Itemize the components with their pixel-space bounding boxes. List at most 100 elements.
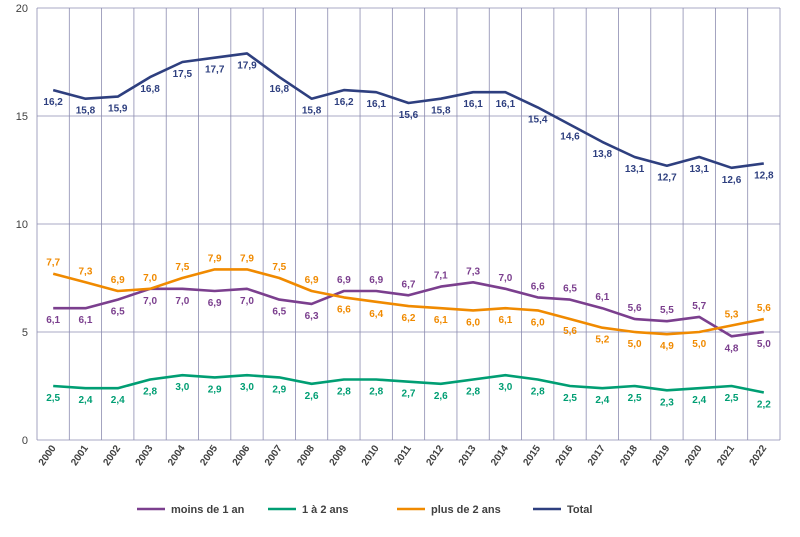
x-tick-label: 2010 xyxy=(360,443,382,468)
data-label: 2,7 xyxy=(402,389,416,400)
data-label: 14,6 xyxy=(560,132,580,143)
data-label: 16,2 xyxy=(43,97,63,108)
y-tick-label: 20 xyxy=(16,3,28,15)
x-tick-label: 2022 xyxy=(748,443,770,468)
data-label: 2,4 xyxy=(79,395,93,406)
data-label: 6,9 xyxy=(369,275,383,286)
data-label: 2,9 xyxy=(208,384,222,395)
data-label: 2,8 xyxy=(466,387,480,398)
data-label: 6,3 xyxy=(305,311,319,322)
data-label: 7,9 xyxy=(240,253,254,264)
data-label: 5,3 xyxy=(725,310,739,321)
data-label: 6,0 xyxy=(531,317,545,328)
x-tick-label: 2009 xyxy=(328,443,350,468)
data-label: 3,0 xyxy=(498,382,512,393)
data-label: 7,1 xyxy=(434,271,448,282)
data-label: 6,5 xyxy=(272,307,286,318)
data-label: 13,8 xyxy=(593,149,613,160)
data-label: 6,1 xyxy=(595,292,609,303)
y-tick-label: 15 xyxy=(16,111,28,123)
data-label: 5,0 xyxy=(628,339,642,350)
data-label: 5,5 xyxy=(660,305,674,316)
series-line xyxy=(53,373,765,394)
x-tick-label: 2021 xyxy=(715,443,737,468)
data-label: 2,8 xyxy=(369,387,383,398)
data-label: 2,2 xyxy=(757,399,771,410)
legend-label: Total xyxy=(567,504,592,516)
x-tick-label: 2002 xyxy=(101,443,123,468)
data-label: 6,7 xyxy=(402,279,416,290)
data-label: 7,5 xyxy=(272,262,286,273)
data-label: 2,8 xyxy=(337,387,351,398)
x-tick-label: 2005 xyxy=(198,443,220,468)
x-tick-label: 2006 xyxy=(231,443,253,468)
data-label: 12,6 xyxy=(722,175,742,186)
data-label: 7,0 xyxy=(143,296,157,307)
data-labels: 16,2 2,5 7,7 6,1 15,8 2,4 7,3 6,1 15,9 2,4 6,9 6,5 1… xyxy=(43,60,774,410)
data-label: 2,4 xyxy=(692,395,706,406)
data-label: 7,3 xyxy=(466,266,480,277)
data-label: 2,5 xyxy=(46,393,60,404)
x-tick-label: 2013 xyxy=(457,443,479,468)
data-label: 15,6 xyxy=(399,110,419,121)
data-label: 7,5 xyxy=(175,262,189,273)
x-tick-label: 2014 xyxy=(489,443,511,468)
data-label: 2,4 xyxy=(111,395,125,406)
x-tick-label: 2011 xyxy=(392,443,414,467)
x-tick-label: 2015 xyxy=(521,443,543,468)
y-tick-label: 5 xyxy=(22,327,28,339)
series-lines xyxy=(52,52,765,394)
x-tick-label: 2008 xyxy=(295,443,317,468)
data-label: 16,1 xyxy=(366,99,386,110)
series-line xyxy=(52,52,764,170)
data-label: 2,5 xyxy=(725,393,739,404)
data-label: 16,2 xyxy=(334,97,354,108)
data-label: 16,1 xyxy=(496,99,516,110)
data-label: 2,3 xyxy=(660,397,674,408)
data-label: 6,5 xyxy=(111,307,125,318)
data-label: 7,0 xyxy=(498,273,512,284)
series-line xyxy=(52,268,765,336)
data-label: 15,9 xyxy=(108,104,128,115)
legend-label: moins de 1 an xyxy=(171,504,245,516)
data-label: 4,8 xyxy=(725,343,739,354)
data-label: 16,8 xyxy=(270,84,290,95)
data-label: 12,7 xyxy=(657,173,677,184)
data-label: 15,4 xyxy=(528,114,548,125)
data-label: 5,7 xyxy=(692,301,706,312)
data-label: 2,6 xyxy=(305,391,319,402)
data-label: 6,2 xyxy=(402,313,416,324)
data-label: 16,1 xyxy=(463,99,483,110)
data-label: 3,0 xyxy=(240,382,254,393)
data-label: 7,0 xyxy=(240,296,254,307)
x-tick-label: 2001 xyxy=(69,443,91,468)
data-label: 12,8 xyxy=(754,171,774,182)
data-label: 7,0 xyxy=(143,273,157,284)
legend-label: 1 à 2 ans xyxy=(302,504,348,516)
series-line xyxy=(53,280,764,338)
data-label: 7,7 xyxy=(46,258,60,269)
data-label: 6,9 xyxy=(111,275,125,286)
data-label: 17,7 xyxy=(205,65,225,76)
data-label: 6,1 xyxy=(434,315,448,326)
data-label: 2,4 xyxy=(595,395,609,406)
x-tick-label: 2016 xyxy=(554,443,576,468)
x-tick-label: 2020 xyxy=(683,443,705,468)
data-label: 2,6 xyxy=(434,391,448,402)
x-axis-ticks: 2000 2001 2002 2003 2004 2005 2006 2007 2008 2009… xyxy=(37,443,770,468)
y-tick-label: 10 xyxy=(16,219,28,231)
data-label: 15,8 xyxy=(76,106,96,117)
data-label: 2,5 xyxy=(628,393,642,404)
data-label: 5,6 xyxy=(757,303,771,314)
data-label: 13,1 xyxy=(690,164,710,175)
data-label: 7,3 xyxy=(79,266,93,277)
legend-label: plus de 2 ans xyxy=(431,504,501,516)
data-label: 6,9 xyxy=(305,275,319,286)
data-label: 7,0 xyxy=(175,296,189,307)
data-label: 6,0 xyxy=(466,317,480,328)
data-label: 5,6 xyxy=(628,303,642,314)
data-label: 6,9 xyxy=(337,275,351,286)
data-label: 6,6 xyxy=(531,281,545,292)
